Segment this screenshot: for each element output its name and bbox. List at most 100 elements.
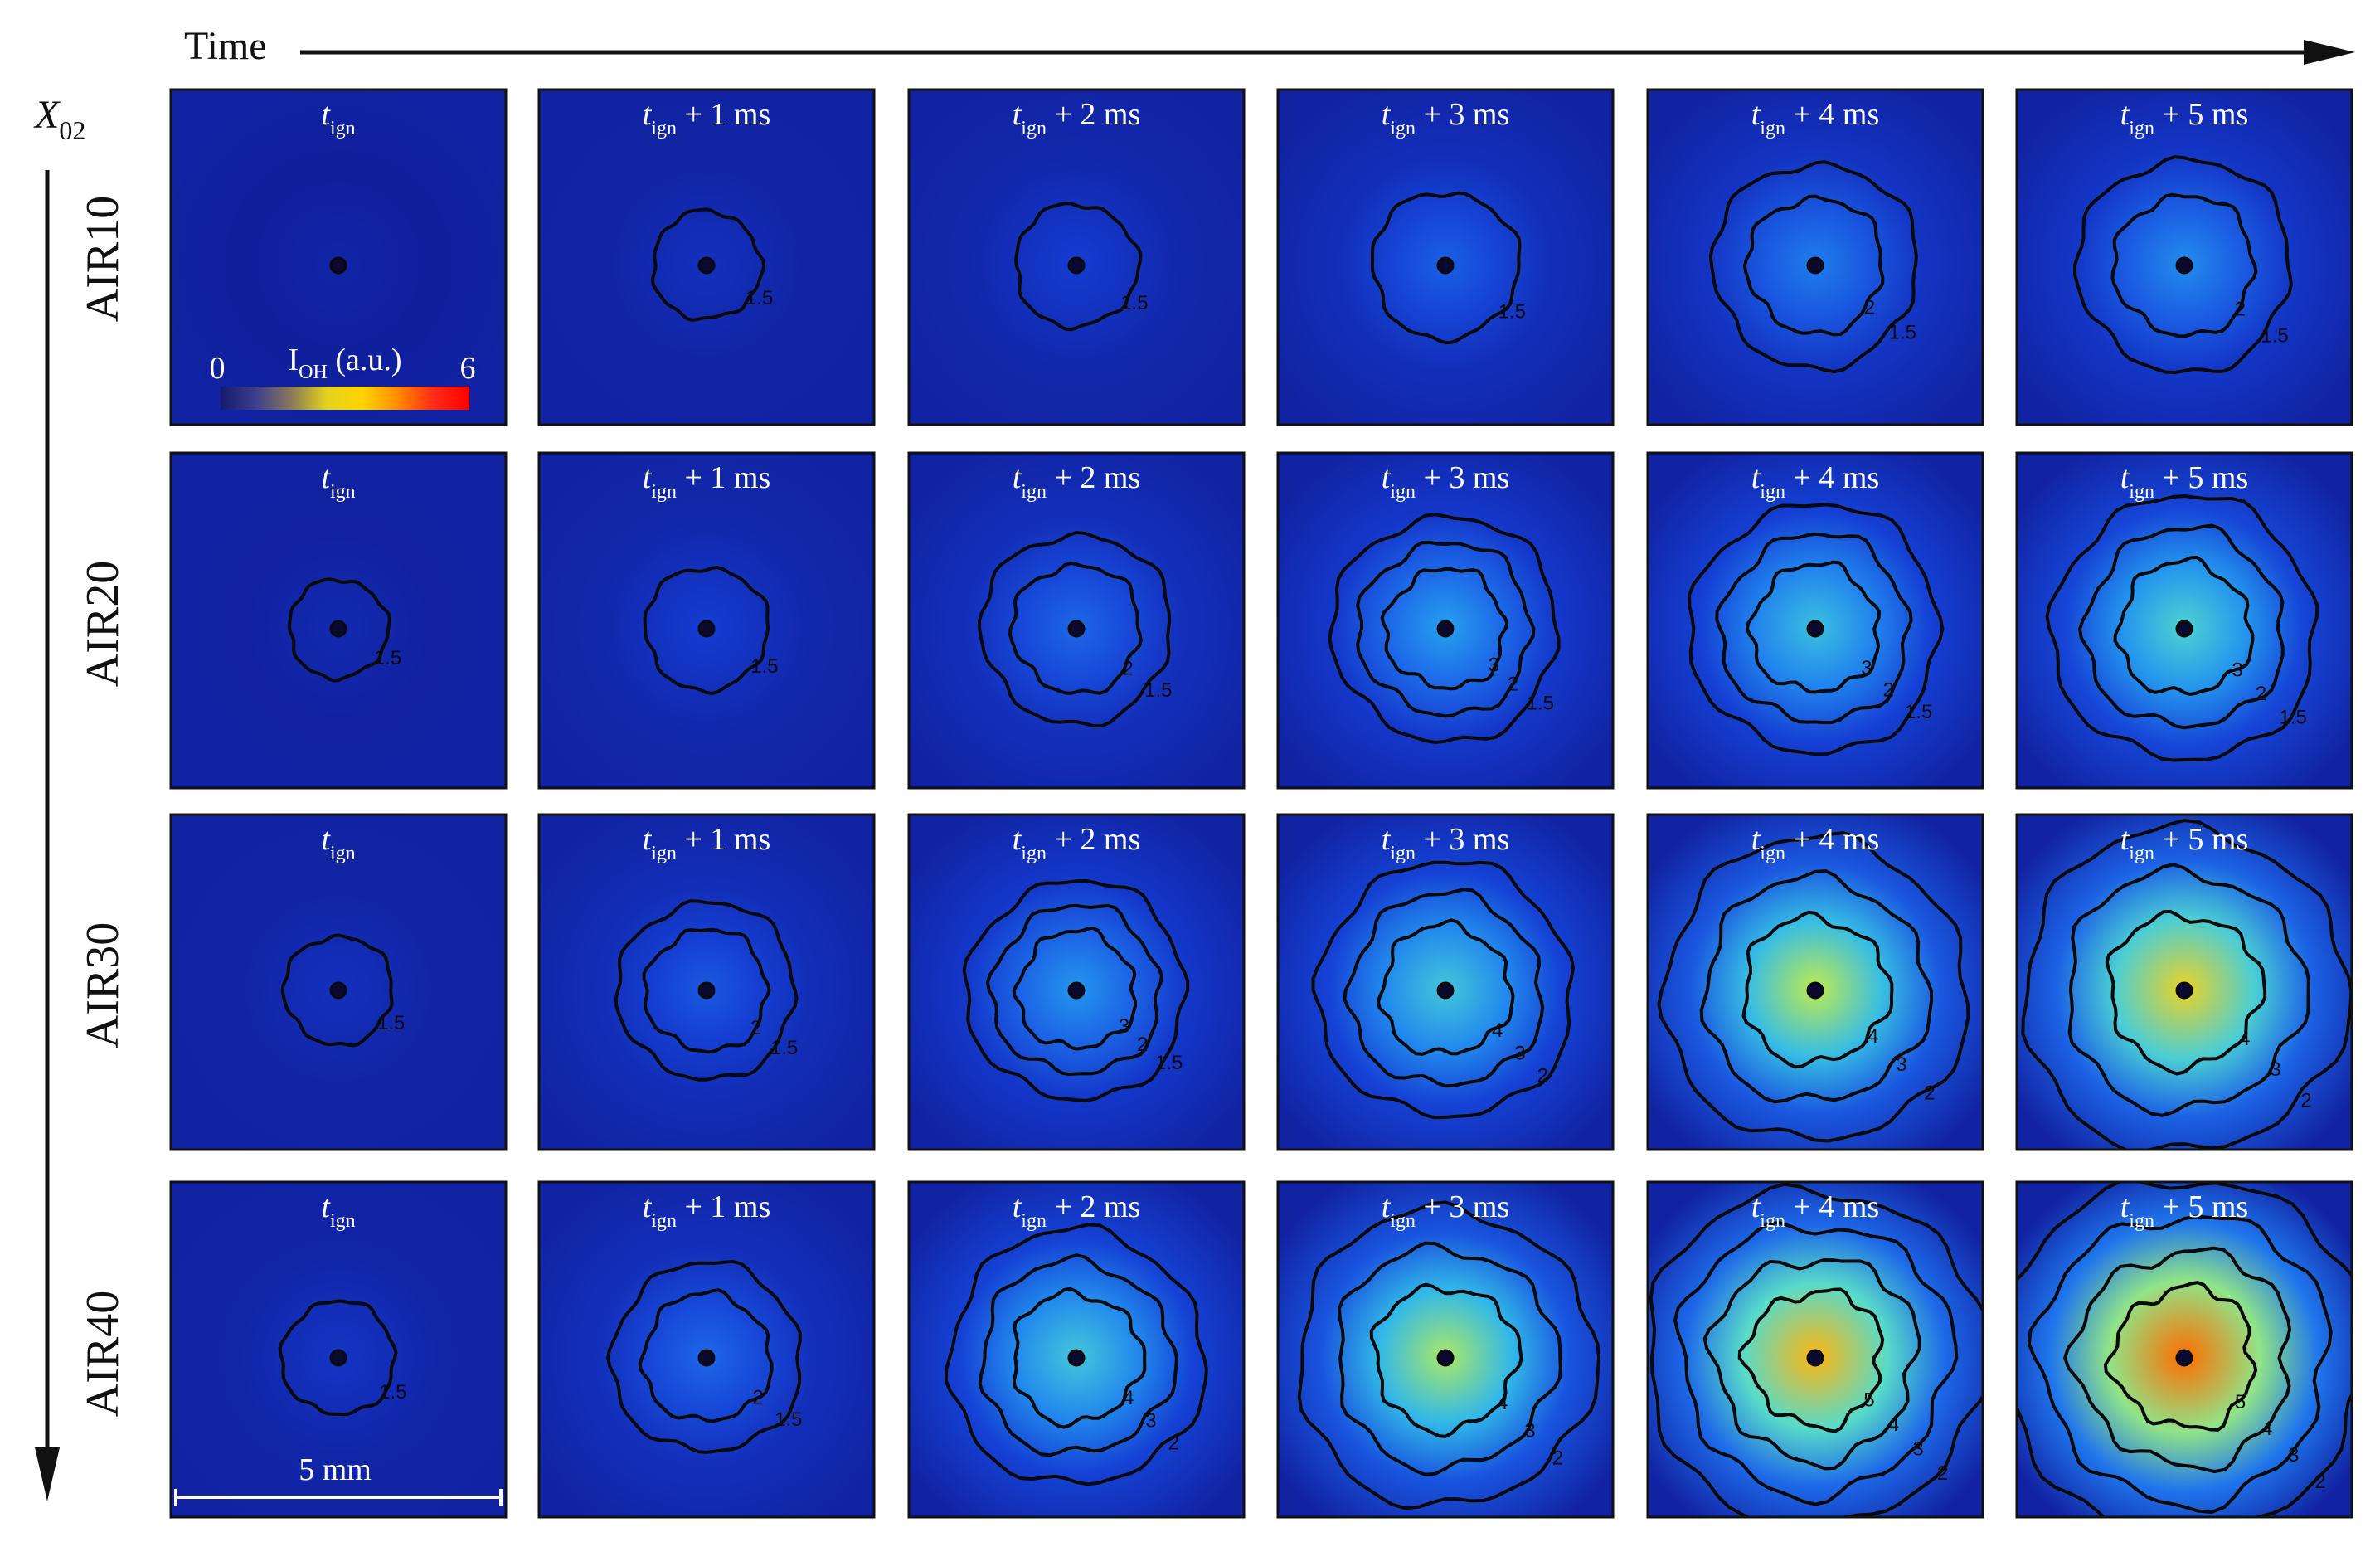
colorbar-title: IOH (a.u.) (288, 343, 401, 383)
panel-time-symbol: t (1013, 97, 1022, 132)
panel-time-subscript: ign (1760, 1210, 1785, 1232)
contour-lines: 1.52 (606, 1259, 802, 1454)
contour-line (978, 1253, 1178, 1457)
panel-time-symbol: t (2120, 460, 2130, 495)
contour-line (2017, 1182, 2352, 1517)
contour-lines: 1.52 (614, 899, 799, 1082)
panel-time-subscript: ign (651, 118, 677, 139)
contour-lines: 1.5 23 (1688, 503, 1945, 756)
panel-border (169, 1180, 508, 1519)
contour-line (944, 1223, 1208, 1486)
contour-line (650, 207, 766, 322)
panel-border (1276, 813, 1615, 1151)
panel-border (1646, 88, 1984, 426)
panel-time-label: tign + 3 ms (1382, 97, 1510, 139)
contour-level-label: 3 (2232, 659, 2242, 681)
contour-lines: 234 (2021, 818, 2352, 1150)
panel-time-label: tign + 2 ms (1013, 1189, 1141, 1232)
contour-line (2105, 909, 2267, 1076)
panel-time-symbol: t (643, 822, 653, 857)
panel-border (169, 88, 508, 426)
contour-line (962, 878, 1190, 1102)
panel: 1.5 23 tign + 2 ms (907, 813, 1246, 1151)
contour-line (288, 577, 392, 683)
panel-time-offset: + 3 ms (1416, 460, 1509, 495)
contour-lines: 234 (1657, 831, 1970, 1143)
contour-lines: 1.5 (278, 1299, 406, 1417)
contour-lines: 1.5 23 (962, 878, 1190, 1102)
contour-line (638, 1288, 774, 1423)
panel-time-offset: + 3 ms (1416, 822, 1509, 857)
oxygen-axis-label: X02 (33, 93, 85, 145)
contour-line (1745, 560, 1882, 694)
contour-line (1337, 1241, 1562, 1476)
contour-lines (329, 256, 347, 275)
oxygen-axis-arrowhead (35, 1447, 60, 1501)
panel-time-label: tign + 5 ms (2120, 460, 2249, 503)
panel-time-symbol: t (1382, 1189, 1392, 1224)
panel: 1.5 tign + 1 ms (537, 88, 876, 426)
panel-time-symbol: t (321, 1189, 331, 1224)
contour-level-label: 3 (1861, 657, 1872, 679)
contour-line (2113, 555, 2255, 697)
panel: 1.5 23 tign + 4 ms (1646, 451, 1984, 790)
ignition-kernel (1436, 1349, 1455, 1367)
scale-bar-label: 5 mm (299, 1452, 372, 1487)
panel-border (169, 813, 508, 1151)
panel-time-symbol: t (643, 460, 653, 495)
contour-level-label: 2 (2300, 1089, 2311, 1112)
panel-time-symbol: t (2120, 1189, 2130, 1224)
panel-border (907, 88, 1246, 426)
panel-time-label: tign + 1 ms (643, 822, 771, 864)
ignition-kernel (697, 1349, 716, 1367)
panel-border (169, 451, 508, 790)
contour-line (1012, 926, 1138, 1051)
contour-level-label: 3 (1145, 1409, 1156, 1432)
contour-line (606, 1259, 802, 1454)
panel-time-offset: + 5 ms (2154, 97, 2248, 132)
panel-time-subscript: ign (2129, 118, 2154, 139)
ignition-kernel (1806, 256, 1824, 275)
panel-time-symbol: t (1013, 1189, 1022, 1224)
contour-level-label: 2 (1122, 657, 1133, 679)
time-axis-label: Time (184, 24, 267, 68)
panel-border (907, 451, 1246, 790)
contour-line (1715, 532, 1913, 725)
contour-level-label: 4 (1123, 1387, 1134, 1409)
panel-time-offset: + 3 ms (1416, 1189, 1509, 1224)
contour-level-label: 3 (1514, 1042, 1525, 1064)
time-axis-arrowhead (2304, 40, 2355, 65)
ignition-kernel (2175, 981, 2193, 1000)
panel-time-offset: + 4 ms (1785, 1189, 1879, 1224)
panel-border (1646, 451, 1984, 790)
contour-line (2110, 192, 2258, 338)
contour-level-label: 1.5 (750, 655, 778, 678)
panel-border (1276, 88, 1615, 426)
ignition-kernel (1067, 620, 1086, 638)
panel-time-symbol: t (1751, 1189, 1761, 1224)
contour-level-label: 3 (2288, 1444, 2299, 1467)
contour-level-label: 4 (1888, 1413, 1899, 1436)
panel-time-symbol: t (1013, 460, 1022, 495)
ignition-kernel (1436, 256, 1455, 275)
contour-line (2062, 1246, 2292, 1474)
contour-lines: 234 (1311, 860, 1576, 1120)
contour-level-label: 1.5 (1498, 301, 1526, 323)
contour-lines: 1.5 23 (2045, 494, 2319, 762)
ignition-kernel (1806, 620, 1824, 638)
panel-time-symbol: t (643, 97, 653, 132)
panel-time-offset: + 4 ms (1785, 822, 1879, 857)
contour-level-label: 2 (1508, 674, 1518, 696)
contour-line (1702, 1257, 1921, 1471)
contour-line (2103, 1281, 2258, 1432)
panel: 1.5 tign (169, 813, 508, 1151)
ignition-kernel (1436, 981, 1455, 1000)
colorbar-max-label: 6 (460, 351, 476, 386)
panel-time-offset: + 5 ms (2154, 1189, 2248, 1224)
panel-time-label: tign + 2 ms (1013, 97, 1141, 139)
panel-time-label: tign + 4 ms (1751, 97, 1880, 139)
contour-line (2027, 1214, 2333, 1515)
colorbar-title-main: I (288, 343, 299, 377)
